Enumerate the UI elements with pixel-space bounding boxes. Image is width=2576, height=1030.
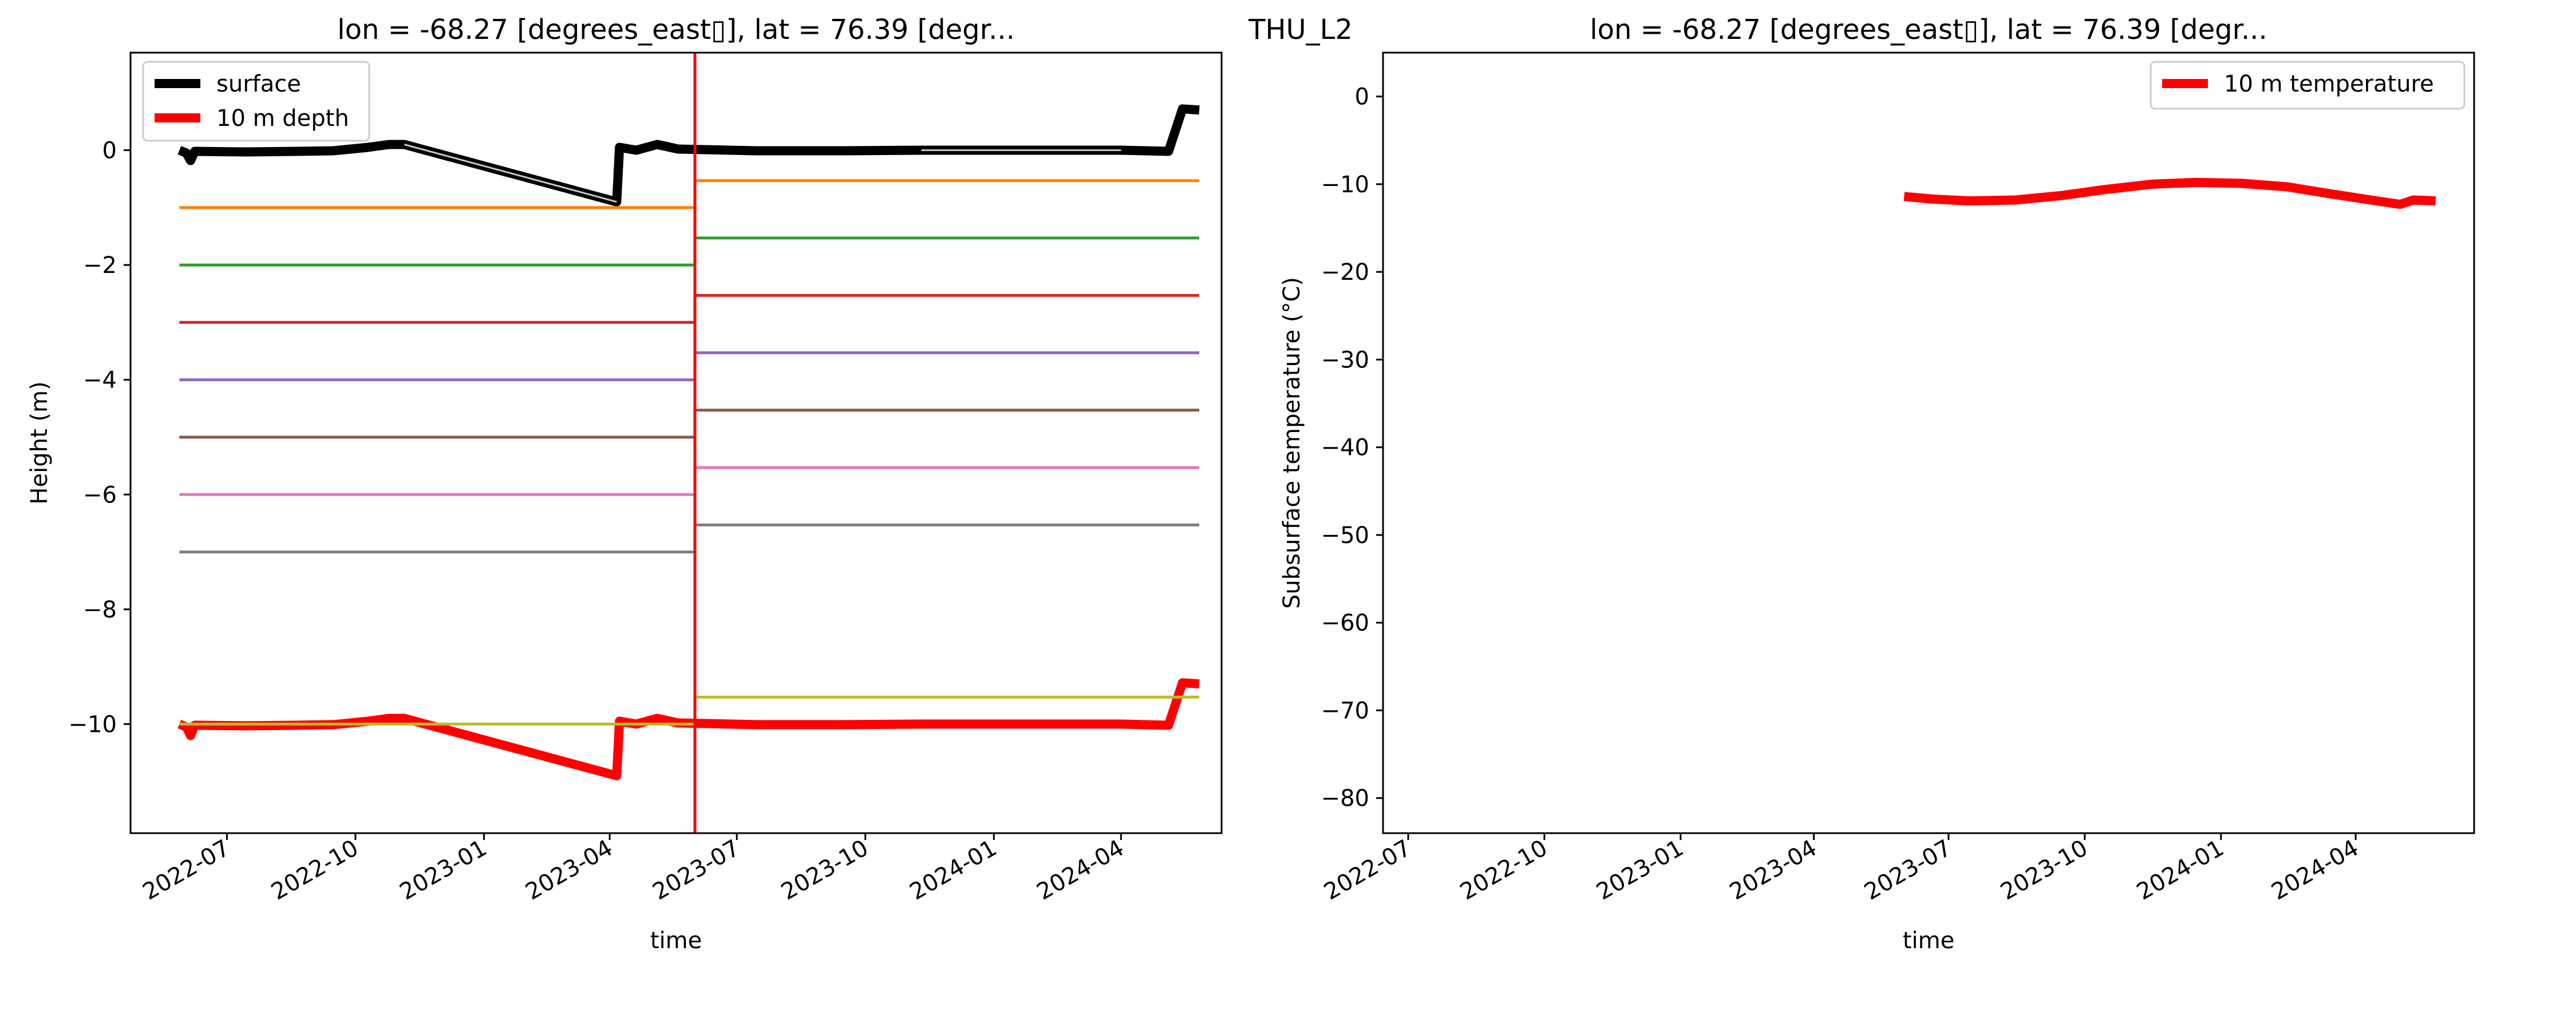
- x-axis-label: time: [1903, 928, 1954, 954]
- y-tick-label: −20: [1321, 259, 1369, 286]
- y-tick-label: −8: [83, 597, 117, 623]
- chart-title: lon = -68.27 [degrees_east▯], lat = 76.3…: [337, 14, 1015, 46]
- y-tick-label: −4: [83, 367, 117, 394]
- y-axis-label: Subsurface temperature (°C): [1279, 277, 1305, 609]
- y-tick-label: −50: [1321, 522, 1369, 549]
- y-tick-label: 0: [102, 138, 117, 164]
- legend-label: 10 m temperature: [2224, 71, 2434, 97]
- y-tick-label: −60: [1321, 610, 1369, 636]
- series-10-m-temperature: [1903, 177, 2436, 209]
- y-tick-label: −40: [1321, 435, 1369, 461]
- y-axis-label: Height (m): [26, 381, 53, 504]
- figure-suptitle: THU_L2: [1248, 14, 1353, 46]
- y-tick-label: −70: [1321, 698, 1369, 724]
- axes-frame: [129, 52, 1223, 834]
- legend-frame: [2150, 61, 2466, 110]
- legend: 10 m temperature: [2150, 61, 2466, 110]
- legend-label: 10 m depth: [216, 105, 349, 132]
- surface-gap-connector: [404, 144, 617, 203]
- plot-area: [177, 53, 1200, 833]
- legend-label: surface: [216, 71, 301, 97]
- y-tick-label: −6: [83, 482, 117, 508]
- y-tick-label: −80: [1321, 786, 1369, 812]
- x-axis-label: time: [650, 928, 702, 954]
- y-tick-label: 0: [1355, 84, 1369, 110]
- y-tick-label: −10: [69, 711, 117, 738]
- axes-frame: [1382, 52, 2475, 834]
- y-tick-label: −30: [1321, 347, 1369, 373]
- chart-title: lon = -68.27 [degrees_east▯], lat = 76.3…: [1590, 14, 2267, 46]
- y-tick-label: −10: [1321, 172, 1369, 198]
- legend: surface 10 m depth: [142, 61, 370, 142]
- y-tick-label: −2: [83, 252, 117, 279]
- plot-area: [1903, 177, 2436, 209]
